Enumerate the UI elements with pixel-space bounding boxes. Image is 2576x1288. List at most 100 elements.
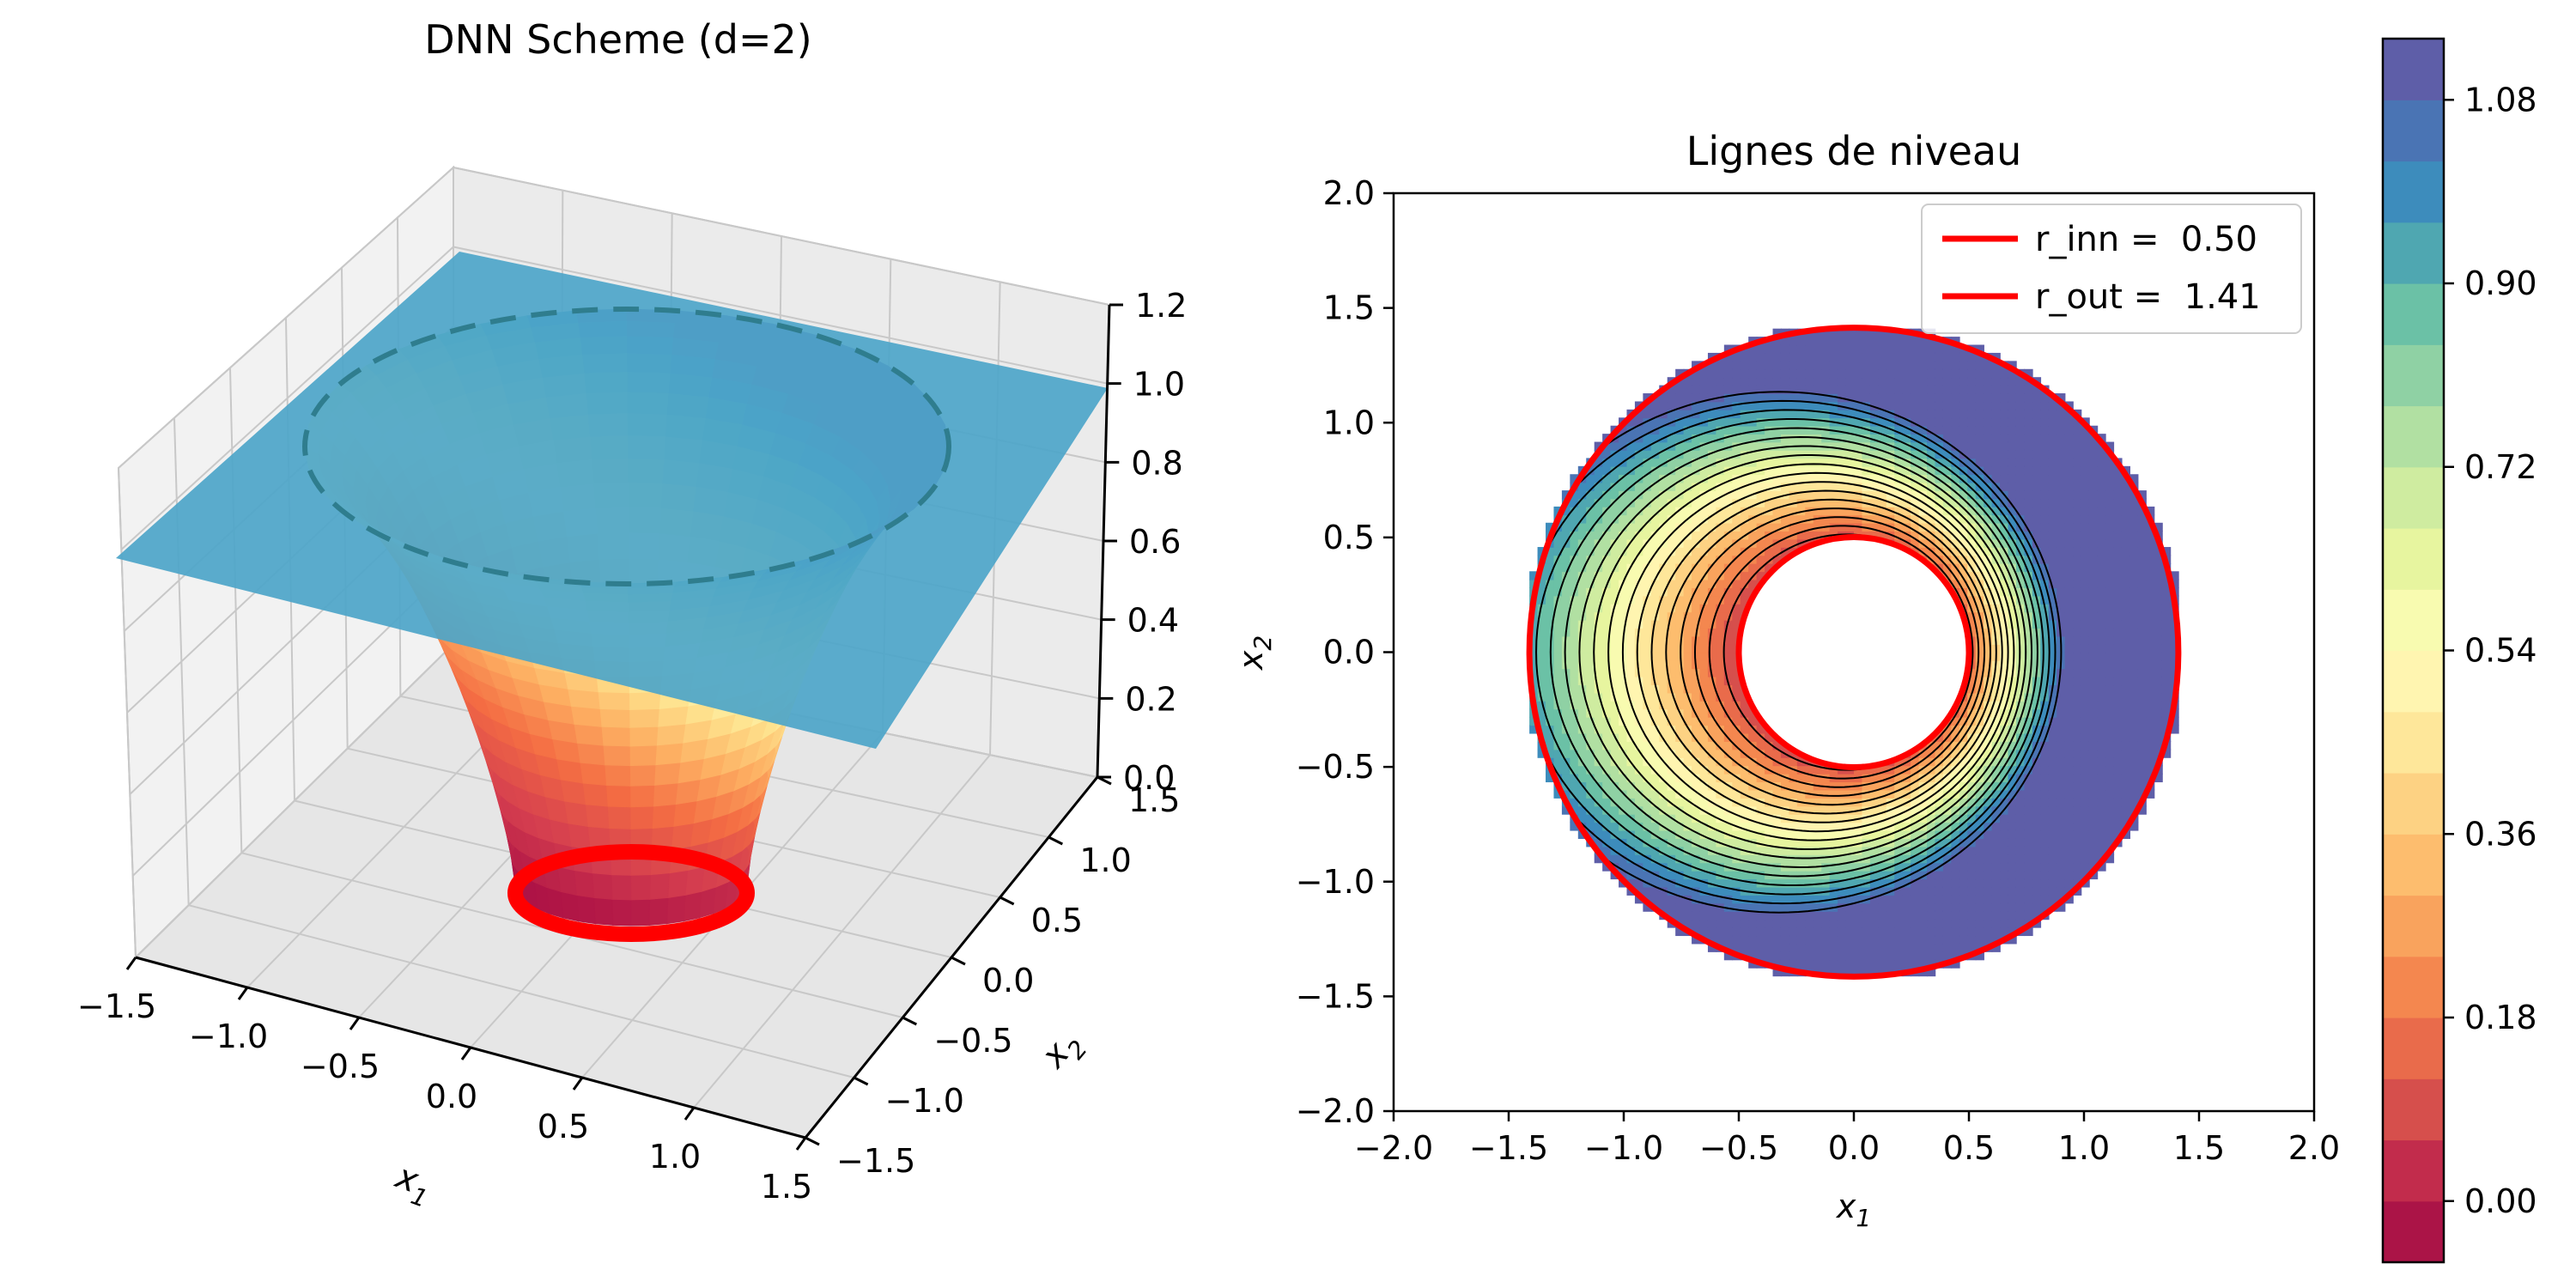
contour-cell: [1748, 579, 1758, 588]
contour-cell: [1845, 498, 1855, 507]
contour-cell: [1716, 644, 1725, 653]
contour-cell: [1675, 716, 1685, 726]
contour-cell: [1594, 732, 1603, 742]
contour-cell: [1586, 659, 1595, 670]
contour-cell: [1699, 603, 1709, 613]
y-tick-label: 1.0: [1079, 841, 1131, 879]
contour-cell: [1643, 562, 1652, 573]
contour-cell: [2008, 635, 2017, 645]
contour-cell: [1659, 417, 1668, 427]
contour-cell: [1780, 781, 1790, 791]
contour-cell: [1789, 368, 1798, 379]
contour-cell: [2048, 514, 2057, 524]
contour-cell: [1878, 417, 1887, 427]
contour-cell: [2008, 854, 2017, 864]
contour-cell: [1854, 352, 1863, 362]
contour-cell: [1699, 838, 1709, 848]
contour-cell: [2064, 789, 2074, 799]
contour-cell: [2015, 635, 2026, 645]
contour-cell: [1643, 773, 1652, 783]
contour-cell: [1869, 441, 1880, 451]
y-tick-label: 0.5: [1031, 902, 1083, 939]
contour-cell: [1772, 895, 1782, 904]
contour-cell: [1902, 959, 1911, 969]
contour-cell: [1634, 870, 1644, 880]
contour-cell: [1667, 562, 1676, 573]
contour-cell: [1765, 773, 1774, 783]
contour-cell: [1772, 741, 1782, 750]
contour-cell: [2032, 417, 2042, 427]
contour-cell: [1918, 368, 1928, 379]
contour-cell: [1692, 732, 1701, 742]
contour-cell: [1643, 659, 1652, 670]
contour-cell: [2032, 798, 2042, 807]
contour-cell: [1594, 441, 1603, 451]
contour-cell: [1756, 919, 1765, 928]
contour-cell: [1959, 789, 1969, 799]
contour-cell: [1975, 538, 1984, 548]
contour-cell: [1577, 635, 1588, 645]
contour-cell: [1829, 781, 1838, 791]
contour-cell: [1683, 829, 1692, 839]
contour-cell: [2000, 562, 2009, 573]
contour-cell: [1707, 361, 1717, 370]
contour-cell: [1561, 765, 1571, 775]
contour-cell: [2064, 773, 2074, 783]
contour-cell: [1813, 773, 1823, 783]
contour-cell: [1942, 385, 1953, 394]
contour-cell: [1659, 579, 1668, 588]
contour-cell: [2040, 846, 2050, 855]
contour-cell: [1699, 465, 1709, 476]
contour-cell: [1650, 895, 1661, 904]
contour-cell: [1732, 765, 1741, 775]
contour-cell: [1829, 393, 1838, 403]
contour-cell: [1796, 838, 1807, 848]
contour-cell: [2032, 878, 2042, 888]
contour-cell: [1626, 603, 1636, 613]
contour-cell: [1602, 822, 1612, 831]
contour-cell: [1935, 506, 1944, 516]
contour-cell: [1813, 352, 1823, 362]
contour-cell: [1765, 393, 1774, 403]
contour-cell: [1935, 838, 1944, 848]
contour-cell: [2048, 725, 2057, 734]
contour-cell: [1911, 798, 1920, 807]
contour-cell: [1732, 749, 1741, 758]
contour-cell: [1667, 716, 1676, 726]
contour-cell: [1918, 385, 1928, 394]
contour-cell: [1634, 635, 1644, 645]
contour-cell: [1732, 368, 1741, 379]
contour-cell: [1748, 959, 1758, 969]
contour-cell: [1643, 482, 1652, 491]
contour-cell: [1732, 425, 1741, 434]
y-tick: [951, 956, 966, 966]
contour-cell: [1796, 829, 1807, 839]
contour-cell: [1692, 870, 1701, 880]
contour-cell: [1789, 474, 1798, 483]
contour-cell: [1967, 701, 1977, 710]
contour-cell: [1813, 385, 1823, 394]
contour-cell: [1537, 725, 1546, 734]
contour-cell: [1723, 571, 1734, 580]
contour-cell: [1650, 619, 1661, 629]
contour-cell: [1780, 538, 1790, 548]
contour-cell: [1869, 935, 1880, 945]
contour-cell: [1683, 595, 1692, 605]
contour-cell: [1659, 846, 1668, 855]
contour-cell: [1716, 756, 1725, 767]
contour-cell: [2024, 668, 2033, 677]
contour-cell: [1918, 425, 1928, 434]
contour-cell: [2057, 474, 2066, 483]
contour-cell: [1634, 822, 1644, 831]
contour-cell: [1570, 789, 1579, 799]
contour-cell: [1991, 385, 2001, 394]
contour-cell: [1634, 878, 1644, 888]
contour-cell: [1619, 676, 1628, 686]
contour-cell: [1626, 862, 1636, 872]
contour-cell: [1634, 781, 1644, 791]
contour-cell: [2000, 659, 2009, 670]
contour-cell: [1586, 506, 1595, 516]
contour-cell: [1716, 935, 1725, 945]
contour-cell: [1951, 708, 1960, 718]
contour-cell: [1683, 562, 1692, 573]
